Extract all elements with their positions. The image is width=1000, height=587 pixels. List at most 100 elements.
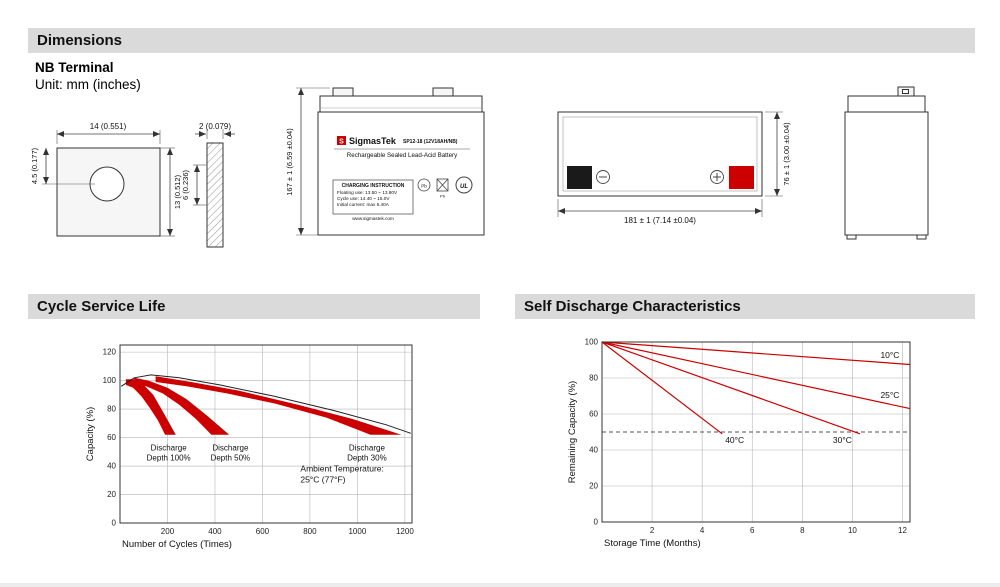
x-tick-label: 10 — [848, 526, 857, 535]
terminal-type-label: NB Terminal — [35, 60, 114, 75]
temperature-series-line — [601, 341, 911, 366]
temperature-series-line — [601, 341, 911, 410]
temperature-series-line — [601, 341, 861, 435]
terminal-side-profile — [206, 142, 224, 248]
brand-name: SigmasTek — [349, 136, 397, 146]
battery-side-view — [844, 86, 929, 240]
brand-logo-icon — [337, 136, 346, 145]
dimensions-section-header: Dimensions — [28, 28, 975, 53]
y-tick-label: 60 — [589, 410, 598, 419]
x-tick-label: 1200 — [396, 527, 414, 536]
ul-mark-icon: UL — [455, 176, 473, 194]
y-tick-label: 60 — [107, 433, 116, 442]
x-tick-label: 8 — [800, 526, 805, 535]
discharge-depth-band — [125, 379, 176, 435]
temperature-series-line — [601, 341, 723, 435]
temperature-series-label: 10°C — [880, 350, 899, 360]
chart-annotation: 25°C (77°F) — [300, 475, 345, 485]
battery-type-label: Rechargeable Sealed Lead-Acid Battery — [347, 152, 458, 159]
svg-text:Pb: Pb — [421, 184, 427, 189]
temperature-series-label: 30°C — [833, 435, 852, 445]
discharge-depth-band — [155, 376, 402, 435]
battery-length-dim: 181 ± 1 (7.14 ±0.04) — [624, 216, 696, 225]
unit-label: Unit: mm (inches) — [35, 77, 141, 92]
band-label: Depth 30% — [347, 453, 387, 462]
battery-lid — [319, 95, 483, 113]
pb-recycle-icon: Pb — [417, 178, 431, 192]
svg-text:UL: UL — [460, 184, 468, 190]
terminal-side-height-dim: 6 (0.236) — [181, 169, 190, 200]
x-tick-label: 6 — [750, 526, 755, 535]
x-tick-label: 600 — [256, 527, 270, 536]
negative-terminal — [567, 166, 592, 189]
model-number: SP12-18 (12V18AH/NB) — [403, 139, 458, 145]
cycle-service-life-chart: 200 400 600 800 1000 1200 0 20 40 60 80 100 120 Disch… — [85, 344, 414, 550]
self-discharge-section-header: Self Discharge Characteristics — [515, 294, 975, 319]
y-tick-label: 80 — [589, 374, 598, 383]
y-tick-label: 120 — [103, 348, 117, 357]
terminal-width-dim: 14 (0.551) — [90, 122, 127, 131]
x-tick-label: 4 — [700, 526, 705, 535]
brand-website: www.sigmastek.com — [352, 216, 394, 221]
band-label: Discharge — [151, 443, 188, 452]
y-tick-label: 40 — [107, 462, 116, 471]
x-tick-label: 400 — [208, 527, 222, 536]
battery-top-view: 181 ± 1 (7.14 ±0.04) 76 ± 1 (3.00 ±0.04) — [557, 111, 791, 225]
terminal-thickness-dim: 2 (0.079) — [199, 122, 231, 131]
terminal-hole-dim: 4.5 (0.177) — [30, 147, 39, 184]
y-tick-label: 20 — [589, 482, 598, 491]
temperature-series-label: 40°C — [725, 435, 744, 445]
x-tick-label: 12 — [898, 526, 907, 535]
side-terminal-hole — [902, 89, 909, 94]
terminal-hole — [89, 166, 125, 202]
side-body — [844, 111, 929, 236]
plot-border — [601, 341, 911, 523]
y-tick-label: 100 — [585, 338, 599, 347]
chart-annotation: Ambient Temperature: — [300, 464, 383, 474]
plot-border — [119, 344, 413, 524]
positive-terminal — [729, 166, 754, 189]
x-tick-label: 800 — [303, 527, 317, 536]
brand-logo-letter: S — [339, 139, 344, 146]
battery-terminal-tab-left — [332, 87, 354, 97]
crossed-bin-icon: Pb — [436, 178, 449, 199]
y-tick-label: 0 — [112, 519, 117, 528]
side-foot-right — [916, 234, 927, 240]
x-axis-label: Number of Cycles (Times) — [122, 539, 232, 550]
cycle-service-life-section-header: Cycle Service Life — [28, 294, 480, 319]
charging-floating-use: Floating use: 13.50 ~ 13.80V — [337, 190, 398, 195]
battery-terminal-tab-right — [432, 87, 454, 97]
terminal-front-view: 14 (0.551) 4.5 (0.177) 13 (0.512) — [30, 122, 182, 237]
battery-front-view: S SigmasTek SP12-18 (12V18AH/NB) Recharg… — [285, 87, 485, 236]
terminal-height-dim: 13 (0.512) — [173, 174, 182, 209]
charging-instruction-title: CHARGING INSTRUCTION — [342, 183, 405, 189]
battery-body — [317, 111, 485, 236]
battery-height-dim: 167 ± 1 (6.59 ±0.04) — [285, 128, 294, 196]
capacity-envelope-curve — [120, 374, 411, 434]
charging-cycle-use: Cycle use: 14.40 ~ 15.0V — [337, 196, 390, 201]
side-foot-left — [846, 234, 857, 240]
battery-width-dim: 76 ± 1 (3.00 ±0.04) — [782, 122, 791, 186]
x-tick-label: 200 — [161, 527, 175, 536]
temperature-series-label: 25°C — [880, 390, 899, 400]
band-label: Discharge — [212, 443, 249, 452]
y-tick-label: 0 — [594, 518, 599, 527]
svg-text:Pb: Pb — [440, 194, 446, 199]
y-tick-label: 20 — [107, 490, 116, 499]
y-tick-label: 80 — [107, 405, 116, 414]
side-lid — [847, 95, 926, 113]
x-tick-label: 1000 — [348, 527, 366, 536]
page-bottom-edge — [0, 583, 1000, 587]
charging-instruction-box — [332, 179, 414, 215]
y-tick-label: 40 — [589, 446, 598, 455]
band-label: Depth 100% — [147, 453, 191, 462]
minus-symbol-icon — [596, 170, 610, 184]
x-axis-label: Storage Time (Months) — [604, 538, 701, 549]
self-discharge-chart: 2 4 6 8 10 12 0 20 40 60 80 100 10°C 25°C 30°C 40°C Stor… — [567, 338, 911, 549]
x-tick-label: 2 — [650, 526, 655, 535]
discharge-depth-band — [134, 377, 230, 435]
y-tick-label: 100 — [103, 376, 117, 385]
plus-symbol-icon — [710, 170, 724, 184]
charging-initial-current: Initial current: max 5.40A — [337, 202, 390, 207]
terminal-side-view: 2 (0.079) 6 (0.236) — [181, 122, 235, 248]
